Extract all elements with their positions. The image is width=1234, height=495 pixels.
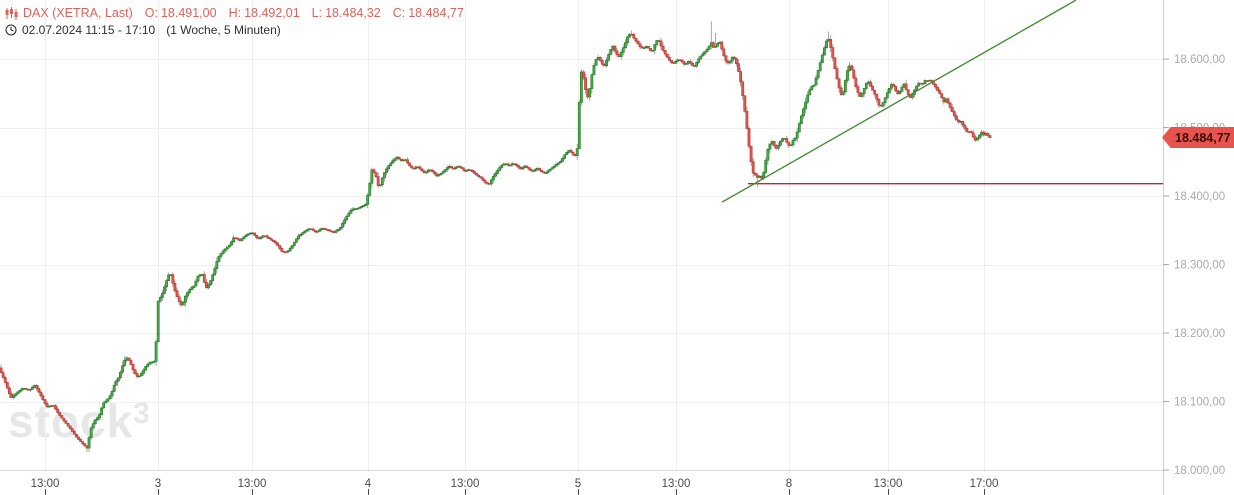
timeframe-label: (1 Woche, 5 Minuten)	[166, 23, 281, 37]
date-range: 02.07.2024 11:15 - 17:10	[22, 23, 156, 37]
ascending-trend-line[interactable]	[721, 0, 1077, 203]
ohlc-close: C: 18.484,77	[392, 6, 464, 20]
x-axis-label: 13:00	[451, 478, 480, 490]
clock-icon	[5, 24, 17, 36]
candles-layer	[0, 33, 992, 449]
ohlc-high: H: 18.492,01	[228, 6, 300, 20]
x-axis-label: 13:00	[874, 478, 903, 490]
y-axis-label: 18.200,00	[1174, 328, 1225, 340]
x-axis-label: 8	[786, 478, 792, 490]
y-axis-label: 18.400,00	[1174, 191, 1225, 203]
wicks-layer	[0, 21, 991, 453]
x-axis-label: 13:00	[238, 478, 267, 490]
stock3-watermark: stock3	[8, 395, 151, 447]
instrument-title: DAX (XETRA, Last)	[23, 6, 133, 20]
grid-layer	[0, 0, 1163, 471]
x-axis-label: 17:00	[970, 478, 999, 490]
y-axis-label: 18.000,00	[1174, 465, 1225, 477]
last-price-tag: 18.484,77	[1162, 127, 1234, 148]
ohlc-open: O: 18.491,00	[144, 6, 217, 20]
y-axis-label: 18.100,00	[1174, 397, 1225, 409]
chart-header: DAX (XETRA, Last) O: 18.491,00 H: 18.492,0…	[5, 5, 464, 38]
candlestick-icon	[5, 6, 18, 20]
ohlc-low: L: 18.484,32	[311, 6, 381, 20]
x-axis-label: 13:00	[662, 478, 691, 490]
x-axis-label: 4	[365, 478, 372, 490]
y-axis-label: 18.300,00	[1174, 260, 1225, 272]
x-axis-label: 3	[155, 478, 161, 490]
y-axis-label: 18.600,00	[1174, 54, 1225, 66]
x-axis-label: 13:00	[31, 478, 60, 490]
x-axis-label: 5	[575, 478, 581, 490]
